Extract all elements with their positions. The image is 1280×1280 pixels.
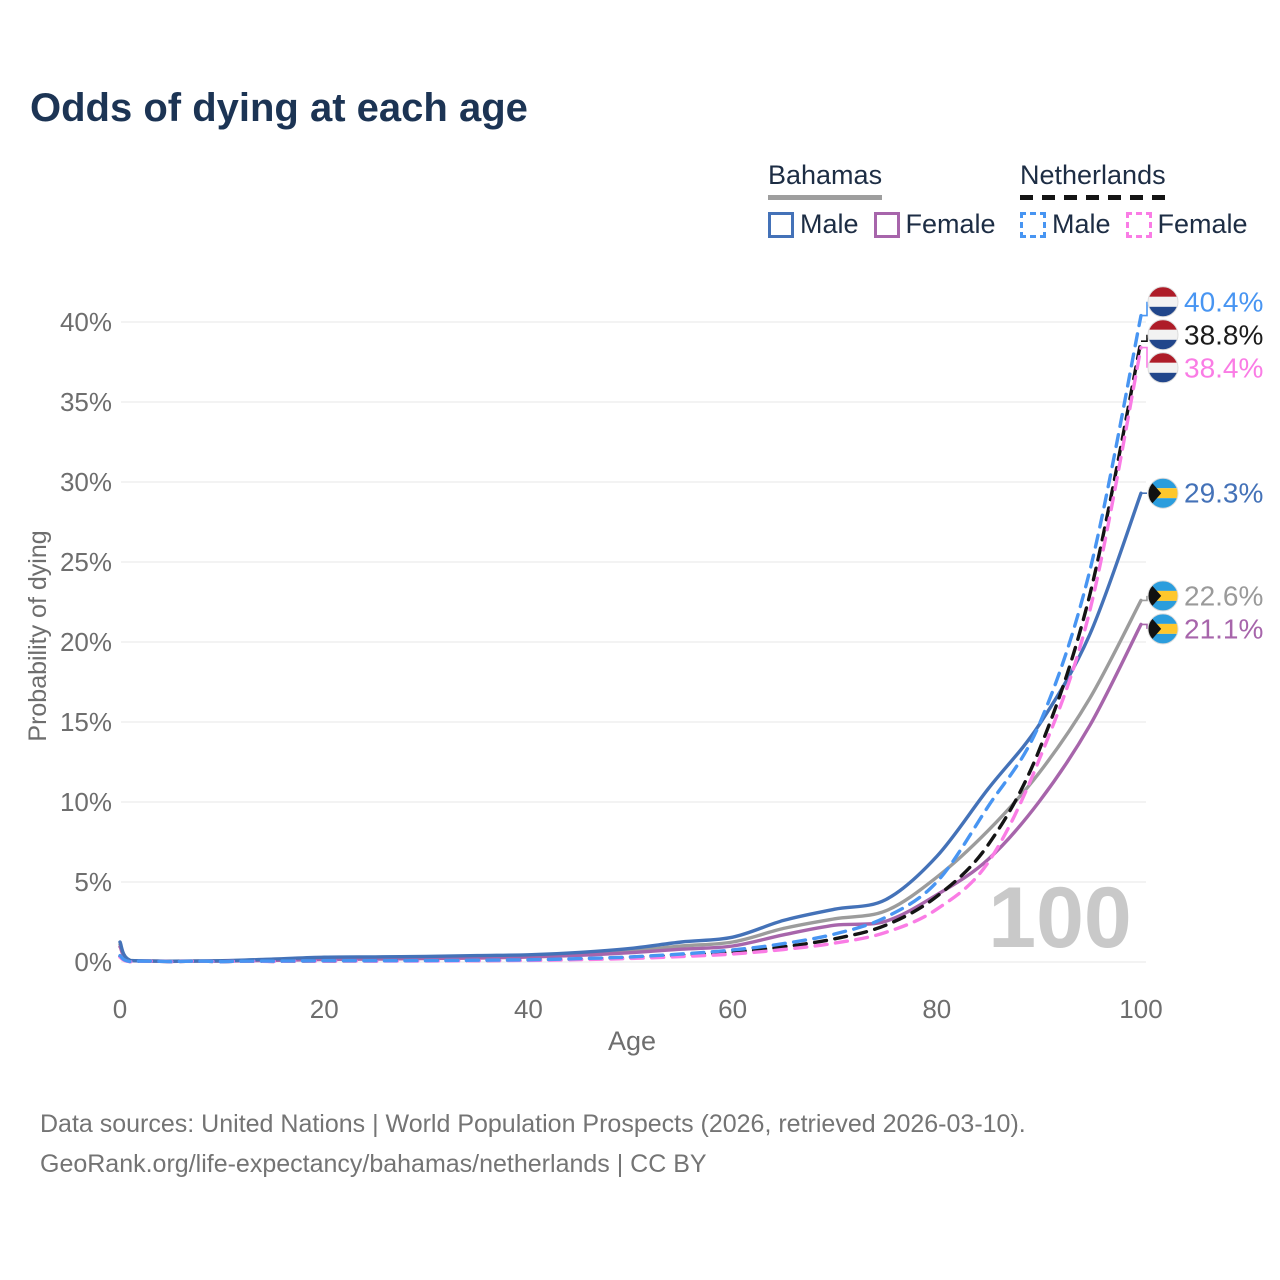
legend-item-bahamas-female: Female: [873, 209, 996, 240]
legend-item-bahamas-male: Male: [768, 209, 859, 240]
end-label-netherlands-total: 38.8%: [1184, 319, 1263, 350]
legend-item-label: Male: [1052, 209, 1111, 239]
legend-item-netherlands-male: Male: [1020, 209, 1111, 240]
legend-swatch-netherlands-female-icon: [1125, 211, 1152, 238]
flag-bahamas-icon: [1148, 580, 1178, 611]
end-label-netherlands-female: 38.4%: [1184, 352, 1263, 383]
flag-netherlands-icon: [1148, 286, 1178, 317]
end-label-netherlands-male: 40.4%: [1184, 286, 1263, 317]
series-line-netherlands-male: [118, 313, 1143, 964]
x-tick-label: 0: [113, 994, 127, 1024]
legend-swatch-netherlands-male-icon: [1020, 211, 1046, 238]
x-tick-label: 40: [514, 994, 543, 1024]
y-tick-label: 20%: [60, 627, 112, 657]
flag-ring: [1147, 580, 1179, 612]
x-tick-label: 80: [922, 994, 951, 1024]
end-label-bahamas-male: 29.3%: [1184, 478, 1263, 509]
y-tick-label: 0%: [74, 947, 112, 977]
legend-group-netherlands: Netherlands Male Female: [1020, 160, 1248, 240]
footer: Data sources: United Nations | World Pop…: [40, 1104, 1026, 1184]
flag-ring: [1147, 613, 1179, 645]
legend-country-netherlands: Netherlands: [1020, 160, 1166, 200]
legend-item-label: Female: [1157, 209, 1248, 239]
legend-swatch-bahamas-male-icon: [768, 211, 794, 238]
page-title: Odds of dying at each age: [30, 86, 528, 130]
flag-ring: [1147, 286, 1179, 318]
leader-line: [1141, 301, 1148, 317]
series-line-netherlands-total: [118, 339, 1143, 964]
flag-bahamas-icon: [1148, 613, 1178, 644]
flag-netherlands-icon: [1148, 352, 1178, 383]
flag-netherlands-icon: [1148, 319, 1178, 350]
flag-ring: [1147, 477, 1179, 509]
flag-ring: [1147, 352, 1179, 384]
footer-attribution-line: GeoRank.org/life-expectancy/bahamas/neth…: [40, 1150, 707, 1178]
legend-item-label: Male: [800, 209, 859, 239]
y-axis-title: Probability of dying: [24, 530, 52, 741]
leader-line: [1141, 595, 1148, 602]
legend-underline-solid-icon: [768, 195, 883, 200]
footer-source-line: Data sources: United Nations | World Pop…: [40, 1110, 1026, 1138]
x-axis-title: Age: [608, 1026, 656, 1056]
legend-item-label: Female: [905, 209, 996, 239]
x-tick-label: 60: [718, 994, 747, 1024]
legend-group-bahamas: Bahamas Male Female: [768, 160, 996, 240]
legend-country-label-bahamas: Bahamas: [768, 160, 883, 190]
end-label-bahamas-female: 21.1%: [1184, 613, 1263, 644]
legend-country-label-netherlands: Netherlands: [1020, 160, 1166, 190]
x-tick-label: 100: [1119, 994, 1162, 1024]
legend-country-bahamas: Bahamas: [768, 160, 883, 200]
flag-ring: [1147, 319, 1179, 351]
y-tick-label: 15%: [60, 707, 112, 737]
legend-swatch-bahamas-female-icon: [873, 211, 900, 238]
x-tick-label: 20: [310, 994, 339, 1024]
y-tick-label: 30%: [60, 467, 112, 497]
end-label-bahamas-total: 22.6%: [1184, 580, 1263, 611]
leader-line: [1141, 334, 1148, 342]
leader-line: [1141, 346, 1148, 368]
legend-underline-dashed-icon: [1020, 195, 1166, 200]
flag-bahamas-icon: [1148, 478, 1178, 509]
age-100-watermark: 100: [988, 870, 1132, 966]
legend-item-netherlands-female: Female: [1125, 209, 1248, 240]
y-tick-label: 40%: [60, 307, 112, 337]
y-tick-label: 5%: [74, 867, 112, 897]
legend-items-bahamas: Male Female: [768, 209, 996, 240]
legend-items-netherlands: Male Female: [1020, 209, 1248, 240]
y-tick-label: 25%: [60, 547, 112, 577]
y-tick-label: 10%: [60, 787, 112, 817]
leader-line: [1141, 623, 1148, 629]
y-tick-label: 35%: [60, 387, 112, 417]
